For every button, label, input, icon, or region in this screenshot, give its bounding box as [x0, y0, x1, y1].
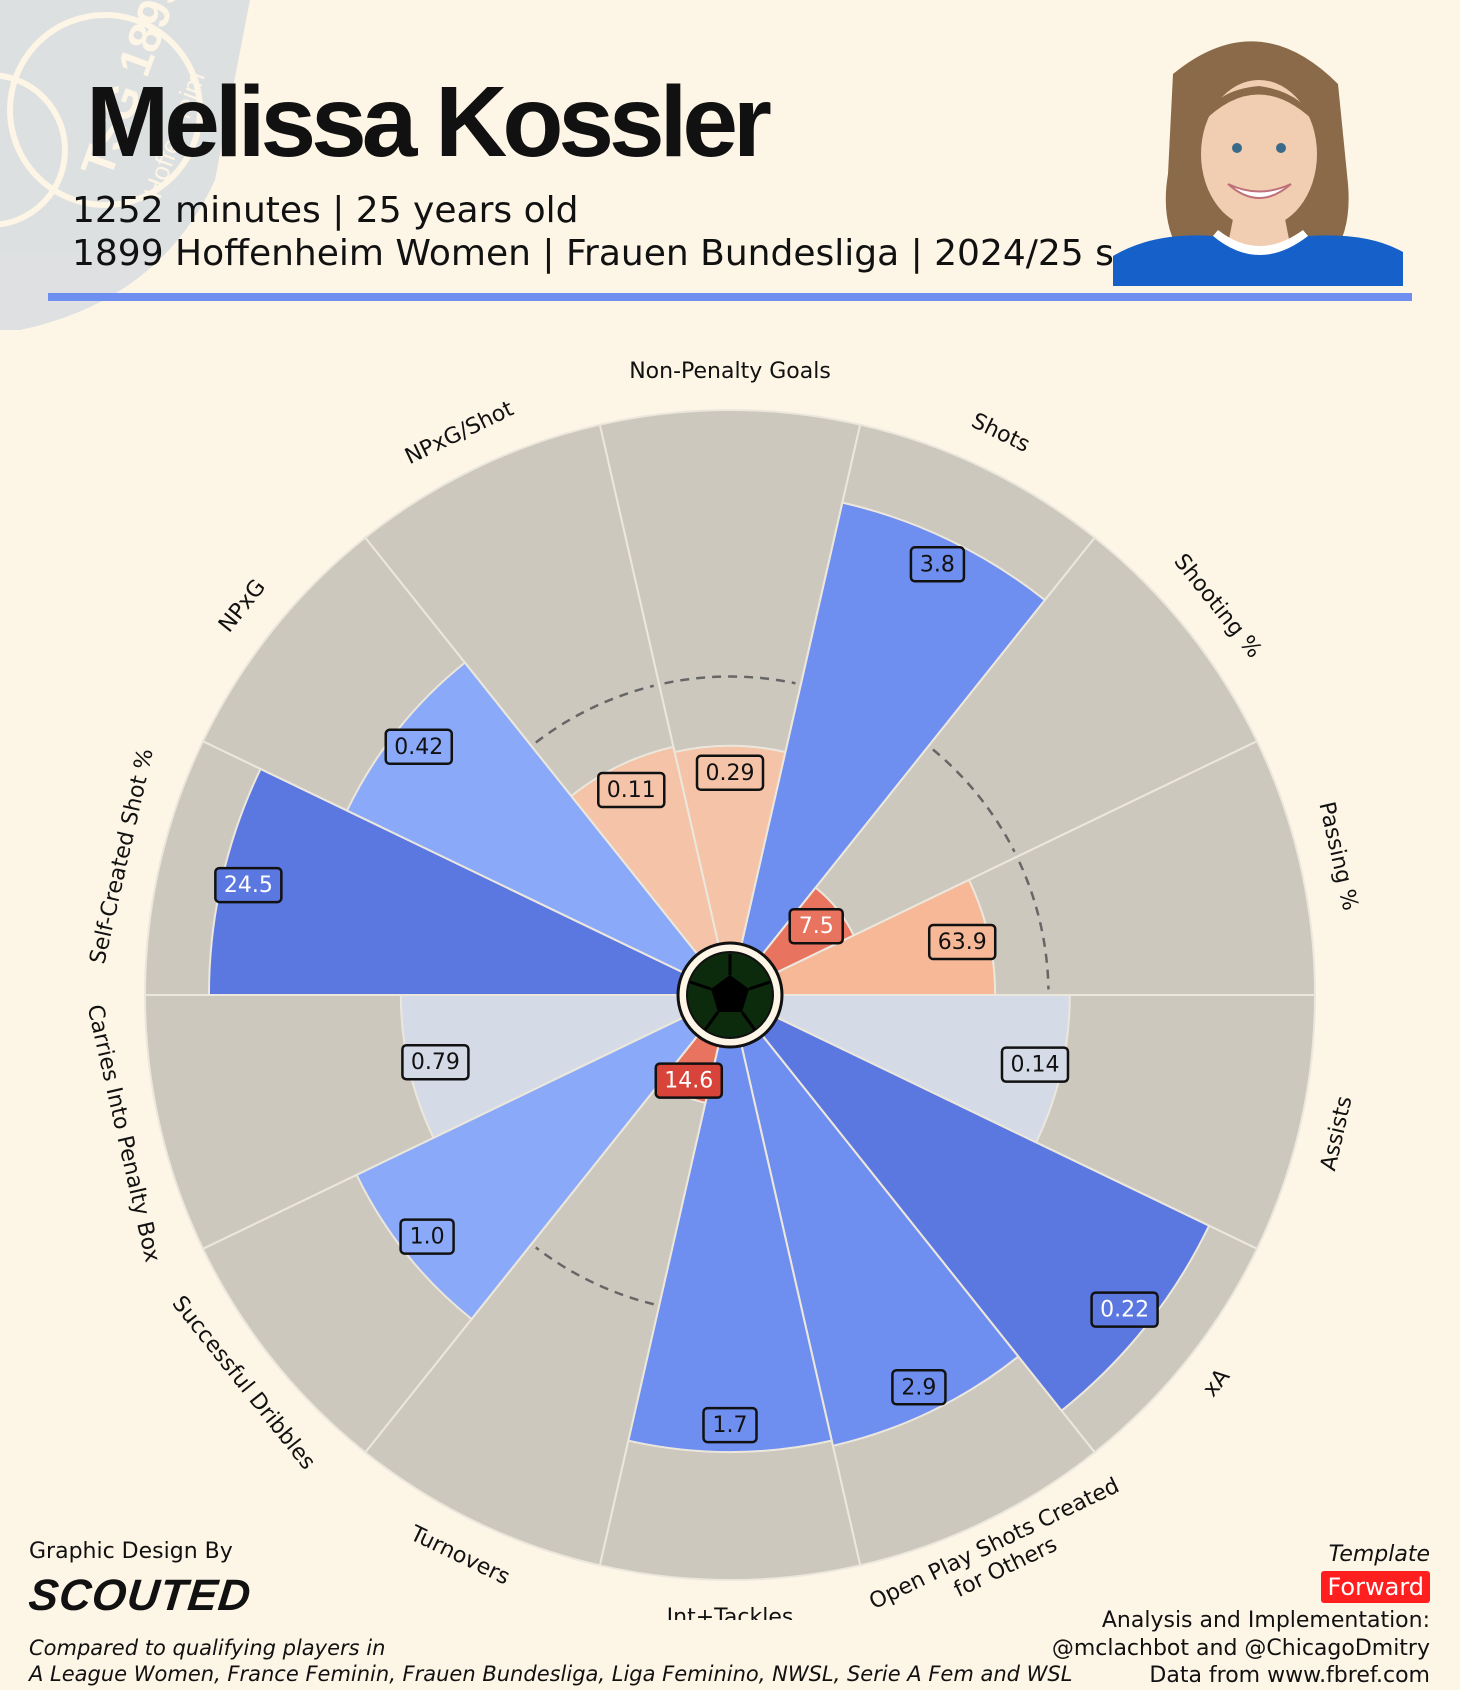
svg-text:0.11: 0.11 [607, 778, 656, 803]
label-npxg: NPxG [214, 575, 271, 637]
value-badge-int-tackles: 1.7 [702, 1406, 758, 1444]
reference-arc [664, 675, 796, 685]
analysis-line-2: @mclachbot and @ChicagoDmitry [1051, 1635, 1430, 1661]
svg-text:0.14: 0.14 [1010, 1053, 1059, 1078]
svg-text:0.22: 0.22 [1100, 1298, 1149, 1323]
player-photo [1113, 34, 1403, 286]
svg-text:0.29: 0.29 [706, 761, 755, 786]
svg-text:14.6: 14.6 [664, 1069, 713, 1094]
header-rule [48, 293, 1412, 301]
comparison-note: Compared to qualifying players in A Leag… [29, 1635, 1129, 1688]
label-passing: Passing % [1313, 800, 1362, 913]
svg-text:24.5: 24.5 [224, 873, 273, 898]
value-badge-xa: 0.22 [1090, 1291, 1159, 1328]
brand-logo: SCOUTED [26, 1571, 254, 1620]
value-badge-open-play-shots-created-for-others: 2.9 [891, 1369, 947, 1406]
slice-bg-non-penalty-goals [598, 408, 862, 996]
analysis-line-1: Analysis and Implementation: [1101, 1608, 1430, 1633]
slice-open-play-shots-created-for-others [729, 994, 1020, 1448]
chart-value-badges: 0.29 3.8 7.5 63.9 0.14 0.22 2.9 1.7 14.6 1.0 0.79 2… [214, 546, 1159, 1444]
value-badge-non-penalty-goals: 0.29 [695, 754, 765, 792]
value-badge-successful-dribbles: 1.0 [399, 1218, 455, 1255]
svg-text:1.0: 1.0 [410, 1225, 445, 1250]
template-label: Template [1328, 1542, 1430, 1567]
label-xa: xA [1198, 1364, 1235, 1402]
slice-bg-shooting [729, 536, 1259, 996]
player-subtitle-2: 1899 Hoffenheim Women | Frauen Bundeslig… [72, 233, 1222, 274]
reference-arc [932, 748, 1016, 853]
reference-arc [535, 1246, 655, 1306]
label-shots: Shots [967, 409, 1033, 458]
player-subtitle-1: 1252 minutes | 25 years old [72, 190, 579, 231]
value-badge-npxg: 0.42 [384, 728, 454, 766]
value-badge-shots: 3.8 [909, 546, 966, 583]
soccer-ball-icon [676, 941, 784, 1049]
slice-npxg-shot [569, 745, 731, 996]
svg-text:0.79: 0.79 [411, 1050, 460, 1075]
chart-slices [143, 408, 1317, 1581]
reference-arc [1018, 861, 1050, 990]
reference-percentile-line [535, 675, 1050, 1306]
reference-arc [535, 684, 655, 744]
comparison-line-2: A League Women, France Feminin, Frauen B… [29, 1662, 1073, 1687]
svg-text:7.5: 7.5 [799, 914, 834, 939]
value-badge-passing: 63.9 [927, 923, 997, 961]
analysis-credits: Analysis and Implementation: @mclachbot … [1052, 1607, 1430, 1690]
value-badge-npxg-shot: 0.11 [597, 771, 666, 809]
slice-non-penalty-goals [673, 744, 787, 996]
slice-bg-turnovers [363, 994, 731, 1567]
template-badge: Forward [1321, 1571, 1430, 1603]
value-badge-carries-into-penalty-box: 0.79 [401, 1043, 470, 1081]
label-assists: Assists [1316, 1094, 1357, 1173]
value-badge-self-created-shot: 24.5 [214, 866, 283, 904]
comparison-line-1: Compared to qualifying players in [29, 1636, 386, 1660]
svg-text:2.9: 2.9 [901, 1375, 936, 1400]
value-badge-assists: 0.14 [1000, 1046, 1070, 1083]
svg-text:3.8: 3.8 [920, 552, 955, 577]
slice-int-tackles [627, 994, 833, 1454]
svg-text:63.9: 63.9 [938, 930, 987, 955]
analysis-line-3: Data from www.fbref.com [1149, 1663, 1430, 1688]
value-badge-turnovers: 14.6 [654, 1062, 724, 1099]
value-badge-shooting: 7.5 [788, 907, 844, 945]
club-crest-watermark: TSG 1899 Hoffenheim [0, 0, 250, 330]
label-int-tackles: Int+Tackles [667, 1605, 794, 1620]
svg-text:1.7: 1.7 [713, 1413, 748, 1438]
slice-shots [729, 501, 1047, 996]
credit-label: Graphic Design By [29, 1539, 233, 1564]
label-non-penalty-goals: Non-Penalty Goals [629, 359, 831, 384]
player-name: Melissa Kossler [86, 66, 772, 178]
svg-text:0.42: 0.42 [394, 735, 443, 760]
